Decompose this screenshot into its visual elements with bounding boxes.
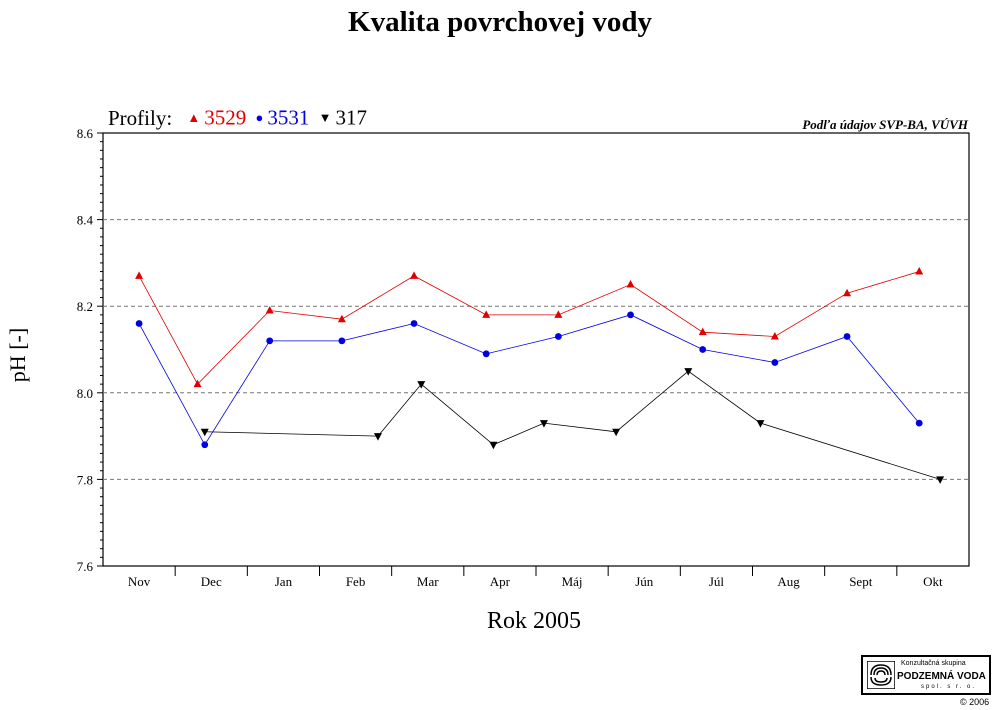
data-point-3529 [698, 327, 707, 336]
legend-item-3529: 3529 [204, 105, 247, 130]
data-point-3531 [915, 419, 923, 427]
logo-line3: spol. s r. o. [921, 684, 977, 690]
data-point-317 [417, 381, 426, 389]
x-tick-label: Mar [417, 574, 439, 589]
data-point-3529 [626, 280, 635, 288]
x-tick-label: Nov [128, 574, 151, 589]
data-point-3529 [337, 314, 346, 323]
data-point-317 [756, 420, 765, 428]
data-point-3531 [338, 337, 346, 345]
logo-line1: Konzultačná skupina [901, 660, 966, 667]
data-point-3531 [201, 441, 209, 449]
legend: Profily: ▲ 3529 ● 3531 ▼ 317 [108, 104, 367, 131]
data-point-3531 [843, 333, 851, 340]
x-tick-label: Apr [490, 574, 511, 589]
x-tick-label: Júl [709, 574, 725, 589]
y-axis-label: pH [-] [5, 327, 30, 383]
data-point-317 [612, 428, 621, 437]
x-tick-label: Dec [201, 574, 222, 589]
legend-marker-circle-icon: ● [255, 110, 264, 126]
plot-frame [102, 132, 970, 567]
x-tick-label: Okt [923, 574, 943, 589]
chart-title: Kvalita povrchovej vody [348, 6, 652, 38]
data-point-317 [684, 368, 693, 376]
data-point-3529 [482, 310, 491, 318]
data-point-3529 [554, 310, 563, 318]
legend-item-317: 317 [335, 105, 368, 130]
data-point-3529 [265, 306, 274, 314]
data-point-3531 [627, 311, 634, 319]
y-tick-label: 8.4 [77, 213, 94, 228]
legend-item-3531: 3531 [267, 105, 310, 130]
x-tick-label: Sept [849, 574, 873, 589]
data-point-3531 [699, 346, 707, 353]
data-point-3529 [193, 379, 202, 388]
series-line-3531 [138, 314, 920, 446]
data-point-3531 [771, 359, 779, 366]
data-point-3529 [135, 271, 144, 279]
data-point-3529 [410, 271, 419, 279]
data-point-3531 [135, 320, 143, 327]
x-axis-label: Rok 2005 [486, 608, 581, 634]
legend-marker-triangle-down-icon: ▼ [318, 110, 332, 126]
data-point-317 [489, 441, 498, 450]
x-tick-label: Máj [562, 574, 583, 589]
copyright: © 2006 [960, 697, 990, 707]
x-tick-label: Aug [777, 574, 800, 589]
source-note: Podľa údajov SVP-BA, VÚVH [802, 117, 968, 132]
data-point-3531 [266, 337, 274, 345]
data-point-3529 [843, 288, 852, 297]
data-point-317 [539, 420, 548, 428]
legend-label: Profily: [108, 105, 173, 130]
logo-emblem-icon [867, 661, 895, 689]
data-point-317 [936, 476, 945, 484]
y-tick-label: 8.0 [77, 386, 93, 401]
x-tick-label: Feb [346, 574, 366, 589]
y-tick-label: 8.2 [77, 299, 93, 314]
legend-marker-triangle-up-icon: ▲ [187, 110, 201, 126]
x-tick-label: Jún [635, 574, 654, 589]
y-tick-label: 7.8 [77, 472, 93, 487]
data-point-3531 [410, 320, 418, 327]
data-point-317 [200, 428, 209, 437]
company-logo: Konzultačná skupina PODZEMNÁ VODA spol. … [861, 655, 991, 695]
data-point-3529 [770, 332, 779, 340]
x-tick-label: Jan [275, 574, 293, 589]
y-tick-label: 7.6 [77, 559, 94, 574]
series-line-317 [204, 370, 941, 480]
series-line-3529 [138, 271, 920, 385]
data-point-317 [373, 433, 382, 441]
y-tick-label: 8.6 [77, 126, 94, 141]
logo-line2: PODZEMNÁ VODA [897, 671, 986, 682]
data-point-3529 [915, 267, 924, 275]
data-point-3531 [554, 333, 562, 340]
data-point-3531 [482, 350, 490, 358]
